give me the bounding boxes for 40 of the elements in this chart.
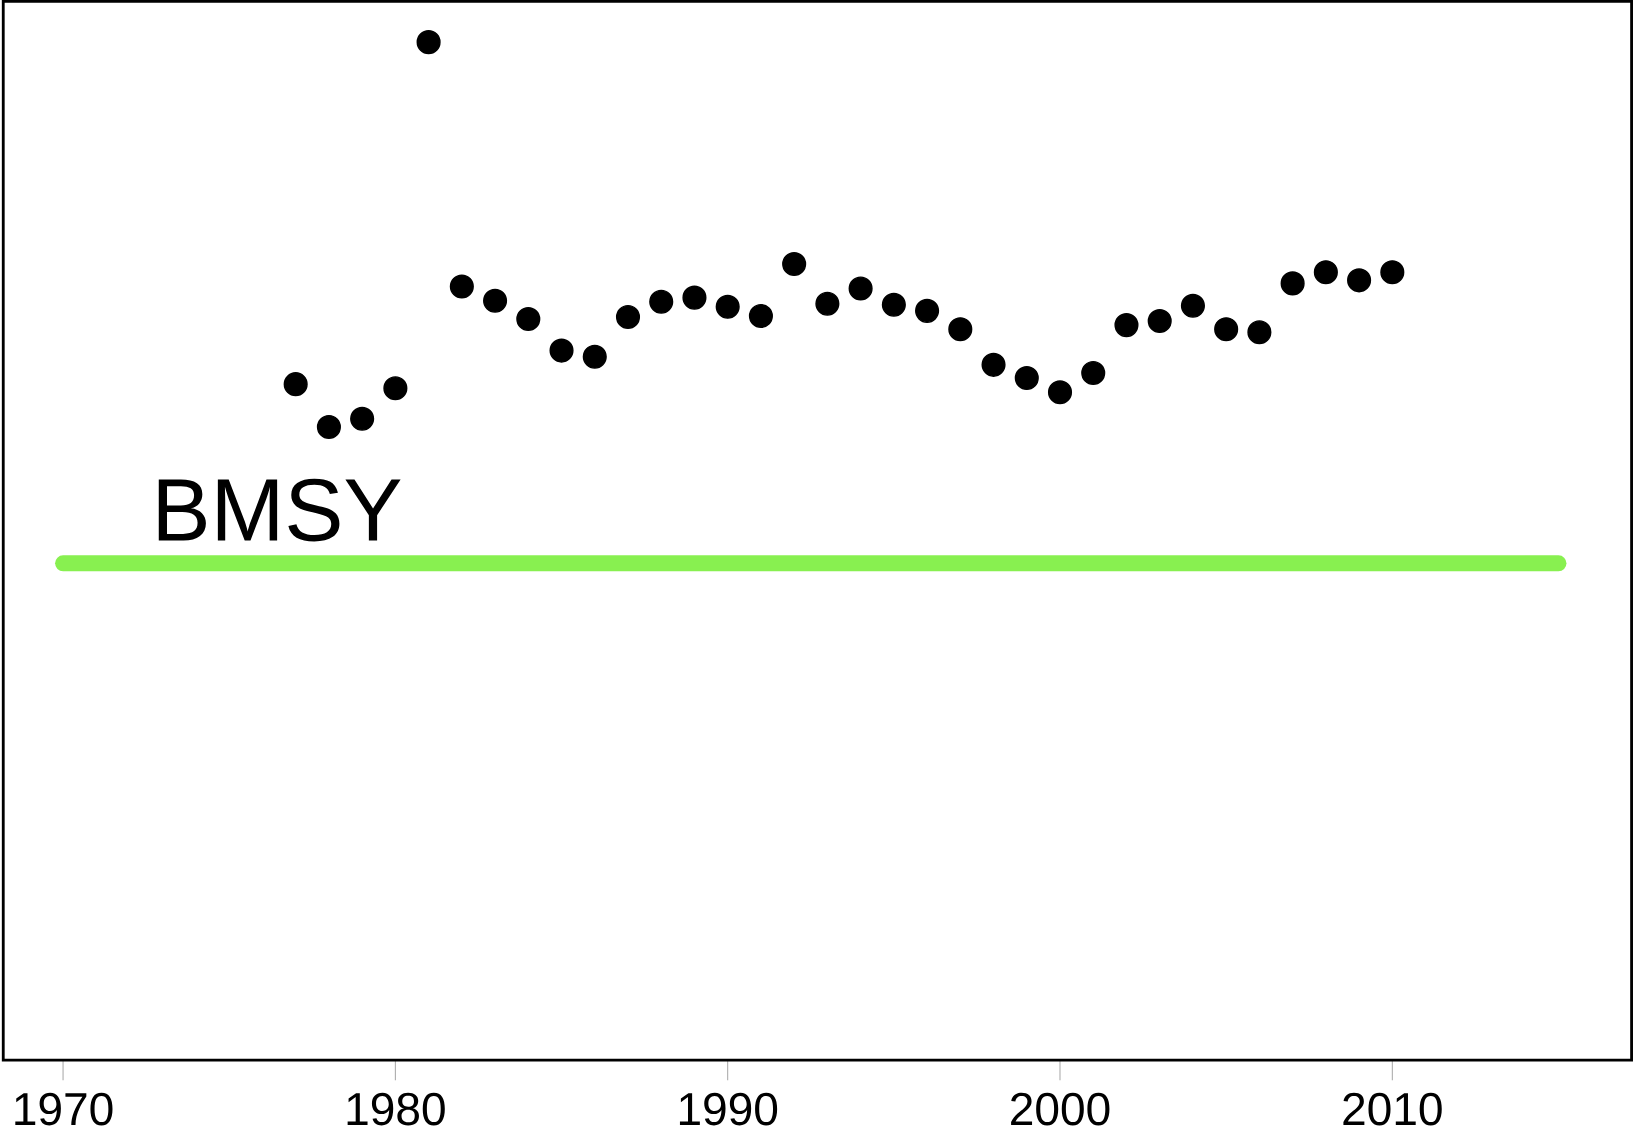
point: [981, 352, 1006, 377]
point: [1313, 260, 1338, 285]
x-tick-label: 1980: [347, 1092, 445, 1126]
series-label: BMSY: [158, 478, 401, 542]
point: [316, 414, 341, 439]
point: [815, 291, 840, 316]
point: [782, 251, 807, 276]
point: [1114, 312, 1139, 338]
x-tick-label: 2000: [1011, 1092, 1110, 1126]
point: [516, 306, 541, 331]
point: [915, 298, 940, 323]
point: [649, 289, 674, 314]
point: [948, 317, 973, 342]
point: [1180, 293, 1205, 318]
point: [1047, 380, 1073, 405]
point: [1380, 260, 1405, 285]
point: [682, 285, 707, 310]
point: [383, 376, 408, 401]
point: [848, 276, 873, 301]
point: [1081, 360, 1106, 385]
x-tick-label: 1970: [15, 1092, 113, 1126]
point: [416, 29, 441, 55]
point: [549, 338, 574, 363]
point: [615, 304, 641, 329]
point: [748, 303, 773, 328]
point: [483, 288, 508, 313]
point: [1214, 317, 1239, 342]
point: [449, 274, 474, 299]
point: [350, 406, 375, 431]
x-tick-label: 1990: [679, 1092, 778, 1126]
point: [283, 372, 308, 397]
point: [881, 292, 906, 317]
point: [1247, 320, 1272, 345]
point: [1280, 271, 1305, 296]
point: [715, 294, 740, 319]
point: [1014, 365, 1039, 390]
point: [1147, 308, 1172, 333]
x-tick-label: 2010: [1343, 1092, 1442, 1126]
point: [1347, 268, 1372, 293]
point: [582, 344, 607, 369]
